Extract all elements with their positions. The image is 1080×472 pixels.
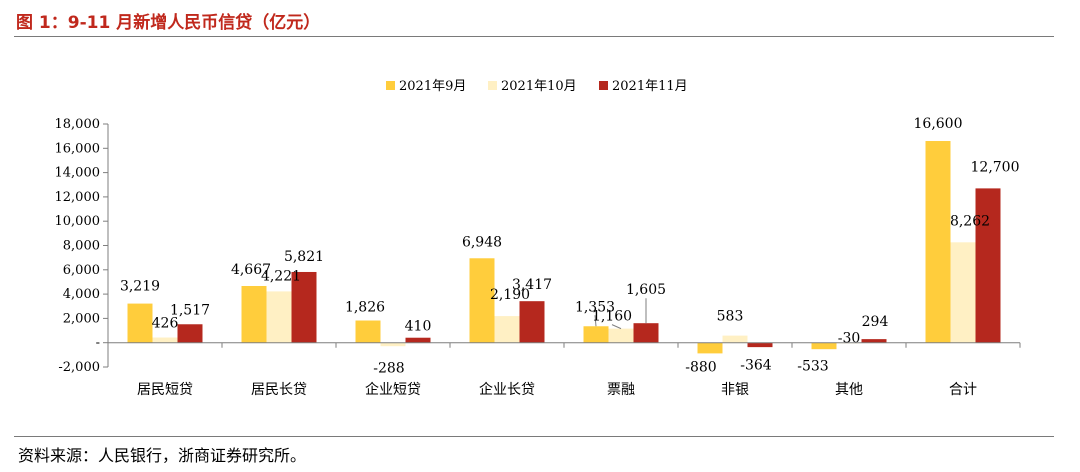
x-category-label: 居民长贷	[251, 382, 307, 398]
title-rule	[14, 36, 1054, 37]
y-tick-label: 8,000	[63, 239, 100, 254]
data-label: 1,826	[345, 300, 385, 316]
x-category-label: 企业长贷	[479, 381, 535, 398]
legend-label: 2021年11月	[612, 79, 688, 94]
data-label: 410	[405, 319, 432, 335]
bar	[950, 242, 976, 343]
bar	[519, 301, 545, 343]
bar	[697, 342, 723, 354]
y-tick-label: 16,000	[55, 141, 101, 156]
legend-swatch	[599, 81, 608, 90]
y-tick-label: 2,000	[63, 311, 100, 326]
bar	[380, 342, 406, 347]
legend-item: 2021年11月	[599, 79, 688, 94]
bar	[722, 335, 748, 343]
data-label: 1,353	[575, 299, 615, 315]
data-label: 426	[152, 316, 179, 332]
source-note: 资料来源：人民银行，浙商证券研究所。	[18, 446, 307, 465]
data-label: 3,219	[120, 279, 160, 295]
y-tick-label: 14,000	[55, 166, 101, 181]
bar	[747, 342, 773, 348]
data-label: -30	[838, 331, 861, 347]
bar	[608, 328, 634, 343]
x-category-label: 非银	[721, 382, 749, 398]
data-label: 12,700	[971, 159, 1020, 175]
bar	[925, 141, 951, 343]
data-label: 1,160	[592, 309, 632, 325]
figure-title: 图 1：9-11 月新增人民币信贷（亿元）	[16, 13, 321, 33]
data-label: 583	[717, 309, 744, 325]
leader-line	[611, 324, 622, 330]
data-label: -364	[740, 358, 772, 374]
data-label: 2,190	[490, 287, 530, 303]
legend-label: 2021年10月	[501, 79, 577, 94]
y-tick-label: 6,000	[63, 263, 100, 278]
data-label: 16,600	[914, 116, 963, 132]
data-label: 1,605	[626, 282, 666, 298]
data-label: 1,517	[170, 302, 210, 318]
bar	[355, 320, 381, 343]
data-label: 5,821	[284, 249, 324, 265]
bar	[583, 326, 609, 343]
y-tick-label: -	[96, 336, 100, 351]
y-tick-label: 4,000	[63, 287, 100, 302]
y-axis: -2,000-2,0004,0006,0008,00010,00012,0001…	[55, 117, 109, 375]
data-label: 294	[862, 314, 889, 330]
x-category-label: 企业短贷	[365, 381, 421, 398]
y-tick-label: -2,000	[58, 360, 100, 375]
x-axis: 居民短贷 居民长贷 企业短贷 企业长贷 票融 非银 其他 合计	[107, 342, 1021, 398]
chart-bars	[127, 141, 1001, 354]
bar	[127, 303, 153, 343]
bar	[975, 188, 1001, 343]
data-label: -880	[685, 360, 716, 376]
leader-line	[594, 315, 597, 327]
x-category-label: 合计	[949, 382, 977, 398]
bar	[266, 291, 292, 343]
bar	[811, 342, 837, 350]
bar-chart: 2021年9月 2021年10月 2021年11月 -2,000-2,0004,00…	[55, 79, 1021, 398]
data-label: 4,667	[231, 262, 271, 278]
bar	[152, 337, 178, 343]
legend-swatch	[386, 81, 395, 90]
bar	[405, 337, 431, 343]
bar	[469, 258, 495, 343]
data-label: 4,221	[261, 268, 301, 284]
data-label: 6,948	[462, 234, 502, 250]
data-label: 8,262	[950, 213, 990, 229]
data-label: -288	[373, 361, 404, 377]
x-category-label: 其他	[835, 382, 863, 398]
bar	[177, 324, 203, 343]
y-tick-label: 18,000	[55, 117, 101, 132]
legend-label: 2021年9月	[399, 79, 466, 94]
value-labels: 3,219 4,667 1,826 6,948 1,353 -880 -533 16,600 4…	[120, 116, 1020, 377]
y-tick-label: 12,000	[55, 190, 101, 205]
y-tick-label: 10,000	[55, 214, 101, 229]
bar	[241, 285, 267, 343]
legend-swatch	[488, 81, 497, 90]
footer-rule	[14, 436, 1054, 437]
chart-legend: 2021年9月 2021年10月 2021年11月	[386, 79, 688, 94]
bar	[633, 323, 659, 343]
legend-item: 2021年9月	[386, 79, 466, 94]
data-label: 3,417	[512, 277, 552, 293]
bar	[291, 271, 317, 343]
x-category-label: 票融	[607, 382, 635, 398]
bar	[494, 316, 520, 343]
legend-item: 2021年10月	[488, 79, 577, 94]
data-label: -533	[797, 359, 828, 375]
x-category-label: 居民短贷	[137, 382, 193, 398]
bar	[861, 339, 887, 343]
